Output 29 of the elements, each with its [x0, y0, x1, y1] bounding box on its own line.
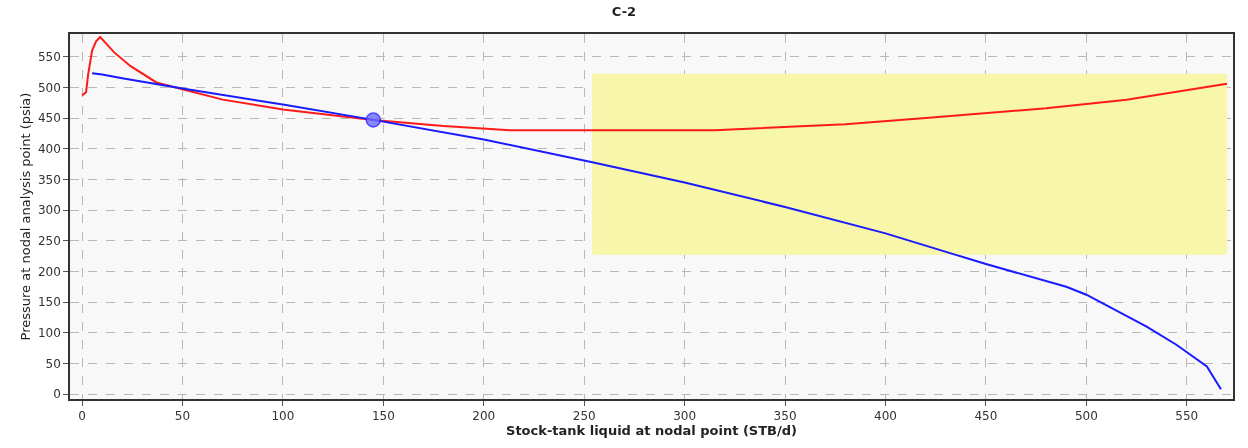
x-tick-label: 500	[1074, 409, 1098, 424]
x-tick-label: 150	[371, 409, 395, 424]
y-tick-label: 350	[37, 172, 61, 187]
y-tick-label: 100	[37, 325, 61, 340]
y-tick-label: 200	[37, 264, 61, 279]
y-tick-label: 50	[45, 356, 61, 371]
y-tick-label: 150	[37, 295, 61, 310]
x-tick-label: 200	[472, 409, 496, 424]
x-axis-title: Stock-tank liquid at nodal point (STB/d)	[506, 423, 797, 439]
y-tick-label: 300	[37, 203, 61, 218]
x-tick-label: 250	[572, 409, 596, 424]
y-axis-title: Pressure at nodal analysis point (psia)	[18, 92, 34, 341]
x-tick-label: 350	[773, 409, 797, 424]
x-tick-label: 300	[673, 409, 697, 424]
y-tick-label: 550	[37, 49, 61, 64]
x-tick-label: 450	[974, 409, 998, 424]
y-tick-label: 250	[37, 233, 61, 248]
line-series	[91, 72, 1222, 391]
x-tick-label: 550	[1175, 409, 1199, 424]
x-tick-label: 0	[78, 409, 86, 424]
x-tick-label: 100	[271, 409, 295, 424]
chart-title: C-2	[611, 3, 637, 19]
x-tick-label: 400	[874, 409, 897, 424]
y-tick-label: 400	[37, 141, 61, 156]
line-series	[81, 36, 1228, 132]
y-tick-label: 500	[37, 80, 61, 95]
y-tick-label: 0	[53, 387, 61, 402]
y-tick-label: 450	[37, 111, 61, 126]
x-tick-label: 50	[174, 409, 191, 424]
